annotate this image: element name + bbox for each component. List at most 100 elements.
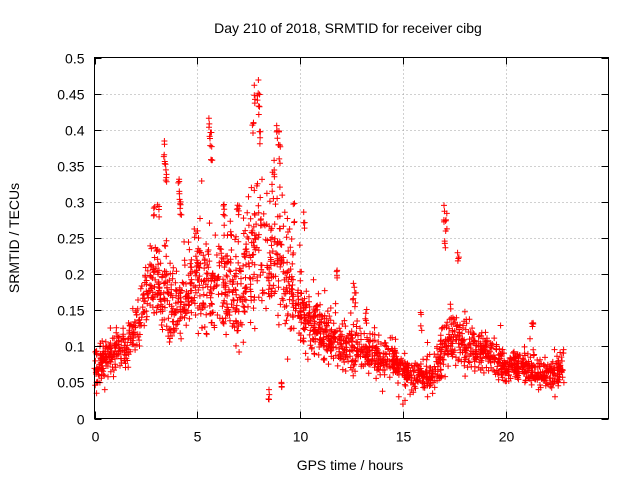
data-point <box>213 283 220 290</box>
x-tick-label: 5 <box>194 429 202 445</box>
data-point <box>232 253 239 260</box>
data-point <box>429 390 436 397</box>
data-point <box>295 287 302 294</box>
data-point <box>484 335 490 342</box>
data-point <box>250 305 257 312</box>
data-point <box>156 203 162 210</box>
data-point <box>185 295 192 302</box>
data-point <box>157 296 164 303</box>
data-point <box>178 335 185 342</box>
data-point <box>154 269 161 276</box>
data-point <box>310 312 317 319</box>
data-point <box>362 310 369 317</box>
data-point <box>207 142 214 149</box>
data-point <box>341 359 348 366</box>
data-point <box>312 338 319 345</box>
data-point <box>365 357 372 364</box>
data-point <box>227 268 234 275</box>
data-point <box>203 331 210 338</box>
data-point <box>247 254 254 261</box>
data-point <box>526 375 533 382</box>
data-point <box>245 222 252 229</box>
data-point <box>159 317 166 323</box>
data-point <box>235 327 241 334</box>
data-point <box>321 328 328 335</box>
data-point <box>537 356 543 363</box>
data-point <box>477 351 483 358</box>
data-point <box>272 288 279 295</box>
data-point <box>115 341 122 348</box>
data-point <box>108 354 115 361</box>
data-point <box>164 289 171 295</box>
data-point <box>121 347 128 354</box>
data-point <box>244 209 251 216</box>
data-point <box>263 190 270 197</box>
y-tick-label: 0 <box>77 412 85 428</box>
data-point <box>302 350 309 357</box>
y-axis-label: SRMTID / TECUs <box>6 183 22 293</box>
data-point <box>357 325 363 332</box>
data-point <box>232 286 239 293</box>
data-point <box>459 325 466 331</box>
data-point <box>161 268 168 275</box>
data-point <box>410 389 417 396</box>
data-point <box>323 323 330 330</box>
data-point <box>346 339 353 345</box>
data-point <box>187 279 194 286</box>
data-point <box>472 342 479 349</box>
data-point <box>353 339 360 345</box>
data-point <box>372 360 379 367</box>
data-point <box>323 346 330 353</box>
data-point <box>277 160 283 167</box>
data-point <box>497 322 504 329</box>
data-point <box>351 361 358 368</box>
data-point <box>438 337 444 344</box>
data-point <box>327 317 334 324</box>
data-point <box>389 345 396 352</box>
data-point <box>227 228 234 235</box>
data-point <box>192 312 199 318</box>
data-point <box>161 151 168 158</box>
data-point <box>370 337 376 344</box>
x-tick-label: 15 <box>396 429 412 445</box>
data-point <box>284 356 291 363</box>
data-point <box>300 305 307 311</box>
data-point <box>491 335 498 342</box>
data-point <box>317 341 324 348</box>
data-point <box>177 298 184 305</box>
data-point <box>444 319 451 326</box>
data-point <box>254 274 261 280</box>
data-point <box>243 241 250 248</box>
data-point <box>197 260 204 267</box>
data-point <box>317 330 324 337</box>
data-point <box>269 248 276 255</box>
data-point <box>427 382 434 388</box>
data-point <box>163 171 170 178</box>
data-point <box>264 274 271 281</box>
data-point <box>221 264 228 271</box>
data-point <box>542 354 548 361</box>
data-point <box>371 324 378 331</box>
data-point <box>280 286 287 293</box>
data-point <box>188 264 195 271</box>
data-point <box>410 368 417 375</box>
data-point <box>196 249 203 256</box>
data-point <box>326 313 333 320</box>
data-point <box>416 371 423 378</box>
data-point <box>418 368 425 374</box>
data-point <box>271 221 278 228</box>
data-point <box>434 363 441 370</box>
data-point <box>255 202 262 209</box>
data-point <box>497 366 504 373</box>
data-point <box>251 187 258 194</box>
data-point <box>247 288 254 295</box>
data-point <box>550 370 557 377</box>
data-point <box>417 309 424 316</box>
data-point <box>438 325 445 332</box>
data-point <box>147 282 153 289</box>
data-point <box>489 341 496 347</box>
data-point <box>325 332 332 339</box>
data-point <box>233 233 239 240</box>
data-point <box>152 244 159 251</box>
data-point <box>378 341 384 347</box>
